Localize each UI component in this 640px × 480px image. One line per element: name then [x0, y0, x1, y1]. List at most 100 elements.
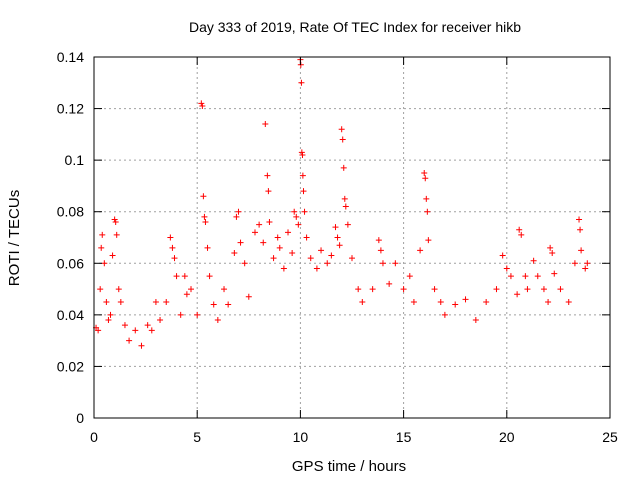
data-point	[328, 252, 335, 259]
y-tick-label: 0.06	[57, 255, 84, 271]
data-point	[576, 216, 583, 223]
data-point	[163, 298, 170, 305]
data-point	[514, 291, 521, 298]
data-point	[245, 293, 252, 300]
data-point	[298, 79, 305, 86]
data-point	[437, 298, 444, 305]
y-tick-label: 0.1	[65, 152, 85, 168]
data-point	[344, 221, 351, 228]
data-point	[578, 247, 585, 254]
data-point	[148, 327, 155, 334]
data-point	[138, 342, 145, 349]
data-point	[264, 172, 271, 179]
data-point	[285, 229, 292, 236]
data-point	[171, 255, 178, 262]
data-point	[336, 242, 343, 249]
data-point	[101, 260, 108, 267]
data-point	[441, 311, 448, 318]
data-point	[507, 273, 514, 280]
data-point	[355, 286, 362, 293]
data-point	[152, 298, 159, 305]
data-point	[522, 273, 529, 280]
chart-title: Day 333 of 2019, Rate Of TEC Index for r…	[189, 19, 521, 35]
data-point	[251, 229, 258, 236]
x-tick-label: 25	[602, 429, 618, 445]
data-point	[270, 255, 277, 262]
data-point	[549, 249, 556, 256]
data-point	[173, 273, 180, 280]
data-point	[423, 195, 430, 202]
data-point	[199, 102, 206, 109]
data-point	[377, 247, 384, 254]
data-point	[177, 311, 184, 318]
data-point	[386, 280, 393, 287]
x-tick-label: 15	[396, 429, 412, 445]
data-point	[338, 126, 345, 133]
data-point	[392, 260, 399, 267]
data-point	[111, 216, 118, 223]
data-point	[233, 213, 240, 220]
data-point	[300, 188, 307, 195]
grid-layer	[94, 57, 610, 418]
data-point	[169, 244, 176, 251]
data-point	[198, 100, 205, 107]
data-point	[237, 239, 244, 246]
data-points	[93, 56, 591, 349]
data-point	[547, 244, 554, 251]
data-point	[565, 298, 572, 305]
data-point	[181, 273, 188, 280]
axis-ticks	[93, 56, 611, 419]
data-point	[341, 195, 348, 202]
data-point	[340, 164, 347, 171]
data-point	[188, 286, 195, 293]
x-axis-title: GPS time / hours	[292, 458, 406, 475]
data-point	[201, 213, 208, 220]
data-point	[577, 226, 584, 233]
data-point	[400, 286, 407, 293]
data-point	[530, 257, 537, 264]
data-point	[349, 255, 355, 262]
data-point	[417, 247, 424, 254]
data-point	[425, 237, 432, 244]
data-point	[339, 136, 346, 143]
data-point	[534, 273, 541, 280]
data-point	[274, 234, 281, 241]
data-point	[318, 247, 325, 254]
x-tick-label: 20	[499, 429, 515, 445]
data-point	[293, 213, 300, 220]
data-point	[112, 219, 119, 226]
data-point	[499, 252, 506, 259]
data-point	[369, 286, 376, 293]
data-point	[431, 286, 438, 293]
data-point	[105, 317, 112, 324]
data-point	[113, 231, 120, 238]
data-point	[260, 239, 267, 246]
data-point	[571, 260, 578, 267]
data-point	[332, 224, 339, 231]
data-point	[206, 273, 213, 280]
data-point	[97, 286, 104, 293]
data-point	[334, 234, 341, 241]
data-point	[265, 188, 272, 195]
data-point	[95, 327, 102, 334]
data-point	[98, 244, 105, 251]
data-point	[518, 231, 525, 238]
data-point	[280, 265, 287, 272]
data-point	[313, 265, 320, 272]
data-point	[99, 231, 106, 238]
data-point	[107, 311, 114, 318]
y-axis-title: ROTI / TECUs	[6, 190, 23, 286]
data-point	[545, 298, 552, 305]
data-point	[204, 244, 211, 251]
data-point	[422, 175, 429, 182]
data-point	[194, 311, 201, 318]
data-point	[410, 298, 417, 305]
data-point	[126, 337, 133, 344]
data-point	[295, 221, 302, 228]
data-point	[214, 317, 221, 324]
data-point	[210, 301, 217, 308]
data-point	[103, 298, 110, 305]
data-point	[262, 121, 269, 128]
data-point	[225, 301, 232, 308]
data-point	[462, 296, 469, 303]
